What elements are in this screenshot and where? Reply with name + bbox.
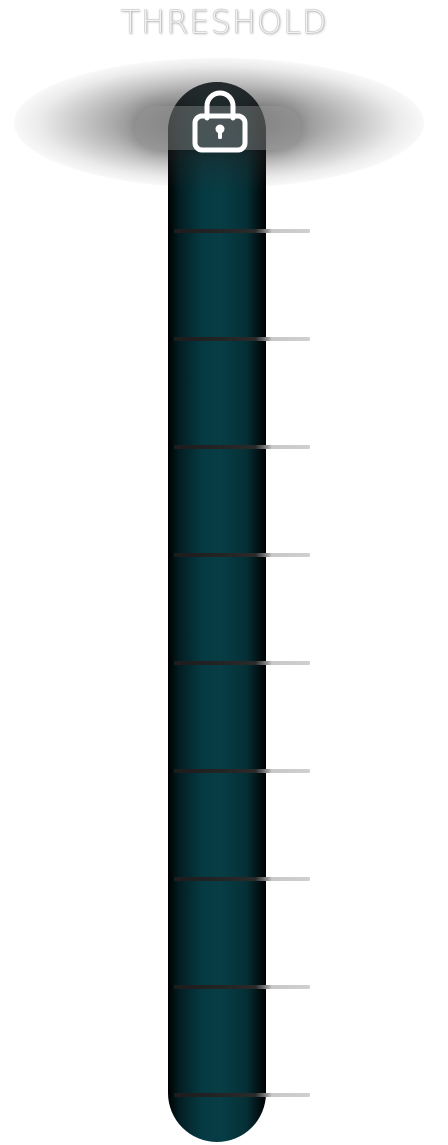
- threshold-track[interactable]: [168, 82, 266, 1142]
- tick-marks: [174, 0, 310, 1145]
- tick-mark: [174, 661, 310, 665]
- tick-mark: [174, 985, 310, 989]
- lock-icon: [192, 90, 248, 153]
- tick-mark: [174, 337, 310, 341]
- tick-mark: [174, 1093, 310, 1097]
- tick-mark: [174, 229, 310, 233]
- threshold-title: THRESHOLD: [120, 3, 328, 41]
- tick-mark: [174, 769, 310, 773]
- track-top-shade: [168, 82, 266, 192]
- tick-mark: [174, 877, 310, 881]
- tick-mark: [174, 553, 310, 557]
- lock-button[interactable]: [190, 82, 250, 154]
- tick-mark: [174, 445, 310, 449]
